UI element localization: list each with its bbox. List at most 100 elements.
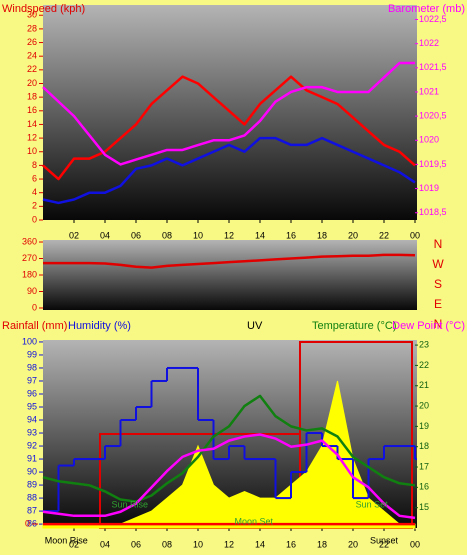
direction-label: N	[434, 317, 443, 331]
x-tick-label: 00	[410, 230, 420, 240]
line	[42, 394, 416, 503]
y2ticks-label: 15	[419, 502, 429, 512]
x-tick-label: 22	[379, 230, 389, 240]
y2ticks-label: 1018,5	[419, 207, 447, 217]
x-tick-label: 20	[348, 539, 358, 549]
x-tick-label: 04	[100, 539, 110, 549]
x-tick-label: 08	[162, 230, 172, 240]
x-tick-label: 10	[193, 539, 203, 549]
x-tick-label: 02	[69, 230, 79, 240]
yticks-label: 94	[27, 414, 37, 424]
yticks-label: 12	[27, 132, 37, 142]
x-tick-label: 08	[162, 539, 172, 549]
line	[42, 136, 416, 205]
y2ticks-label: 22	[419, 360, 429, 370]
y2ticks-label: 1022	[419, 38, 439, 48]
yticks-label: 360	[22, 236, 37, 246]
y2ticks-label: 17	[419, 461, 429, 471]
yticks-label: 20	[27, 78, 37, 88]
y2ticks-label: 19	[419, 421, 429, 431]
yticks-label: 4	[32, 187, 37, 197]
annotation: Sun Rise	[112, 499, 149, 509]
wind-label: Windspeed (kph)	[2, 3, 85, 15]
annotation: Sunset	[370, 535, 399, 545]
temperature-label: Temperature (°C)	[312, 320, 396, 332]
annotation: Sun Set	[356, 499, 389, 509]
y2ticks-label: 16	[419, 482, 429, 492]
yticks-label: 2	[32, 201, 37, 211]
yticks-label: 16	[27, 105, 37, 115]
x-tick-label: 10	[193, 230, 203, 240]
annotation: Moon Set	[235, 516, 274, 526]
y2ticks-label: 1020	[419, 135, 439, 145]
yticks-label: 28	[27, 23, 37, 33]
yticks-label: 180	[22, 269, 37, 279]
yticks-label: 95	[27, 401, 37, 411]
marks: 0246810121416182022242628301018,51019101…	[22, 10, 447, 550]
yticks-label: 91	[27, 453, 37, 463]
yticks-label: 90	[27, 466, 37, 476]
yticks-label: 96	[27, 388, 37, 398]
yticks-label: 18	[27, 92, 37, 102]
line	[42, 75, 416, 181]
yticks-label: 6	[32, 173, 37, 183]
line	[43, 253, 416, 269]
x-tick-label: 06	[131, 230, 141, 240]
x-tick-label: 18	[317, 230, 327, 240]
yticks-label: 14	[27, 119, 37, 129]
x-tick-label: 02	[69, 539, 79, 549]
yticks-label: 30	[27, 10, 37, 20]
annotation: Moon Rise	[45, 535, 88, 545]
yticks-label: 97	[27, 375, 37, 385]
y2ticks-label: 18	[419, 441, 429, 451]
y2ticks-label: 23	[419, 339, 429, 349]
direction-label: E	[434, 297, 442, 311]
x-tick-label: 04	[100, 230, 110, 240]
yticks-label: 24	[27, 51, 37, 61]
x-tick-label: 20	[348, 230, 358, 240]
yticks-label: 270	[22, 253, 37, 263]
direction-label: W	[432, 257, 444, 271]
yticks-label: 0	[32, 214, 37, 224]
direction-label: N	[434, 237, 443, 251]
x-tick-label: 14	[255, 539, 265, 549]
y2ticks-label: 1019	[419, 183, 439, 193]
yticks-label: 0	[32, 302, 37, 312]
yticks-label: 99	[27, 349, 37, 359]
y2ticks-label: 1019,5	[419, 159, 447, 169]
yticks-label: 92	[27, 440, 37, 450]
x-tick-label: 00	[410, 539, 420, 549]
yticks-label: 88	[27, 492, 37, 502]
rain-label: Rainfall (mm)	[2, 320, 67, 332]
yticks-label: 93	[27, 427, 37, 437]
y2ticks-label: 20	[419, 400, 429, 410]
yticks-label: 26	[27, 37, 37, 47]
x-tick-label: 22	[379, 539, 389, 549]
dewpoint-label: Dew Point (°C)	[392, 320, 465, 332]
yticks-label: 90	[27, 286, 37, 296]
y2ticks-label: 1021,5	[419, 62, 447, 72]
direction-label: S	[434, 277, 442, 291]
x-tick-label: 12	[224, 230, 234, 240]
yticks-label: 10	[27, 146, 37, 156]
line	[42, 61, 415, 166]
baro-label: Barometer (mb)	[388, 3, 465, 15]
x-tick-label: 12	[224, 539, 234, 549]
x-tick-label: 16	[286, 230, 296, 240]
yticks-label: 89	[27, 479, 37, 489]
x-tick-label: 18	[317, 539, 327, 549]
yticks-label: 86	[27, 518, 37, 528]
yticks-label: 22	[27, 64, 37, 74]
y2ticks-label: 1022,5	[419, 14, 447, 24]
plot-bg	[43, 240, 417, 310]
rain-tick-label: 0	[25, 518, 30, 528]
humidity-label: Humidity (%)	[68, 320, 131, 332]
y2ticks-label: 1021	[419, 86, 439, 96]
yticks-label: 8	[32, 160, 37, 170]
x-tick-label: 16	[286, 539, 296, 549]
x-tick-label: 06	[131, 539, 141, 549]
yticks-label: 100	[22, 336, 37, 346]
yticks-label: 87	[27, 505, 37, 515]
y2ticks-label: 21	[419, 380, 429, 390]
uv-label: UV	[247, 320, 263, 332]
